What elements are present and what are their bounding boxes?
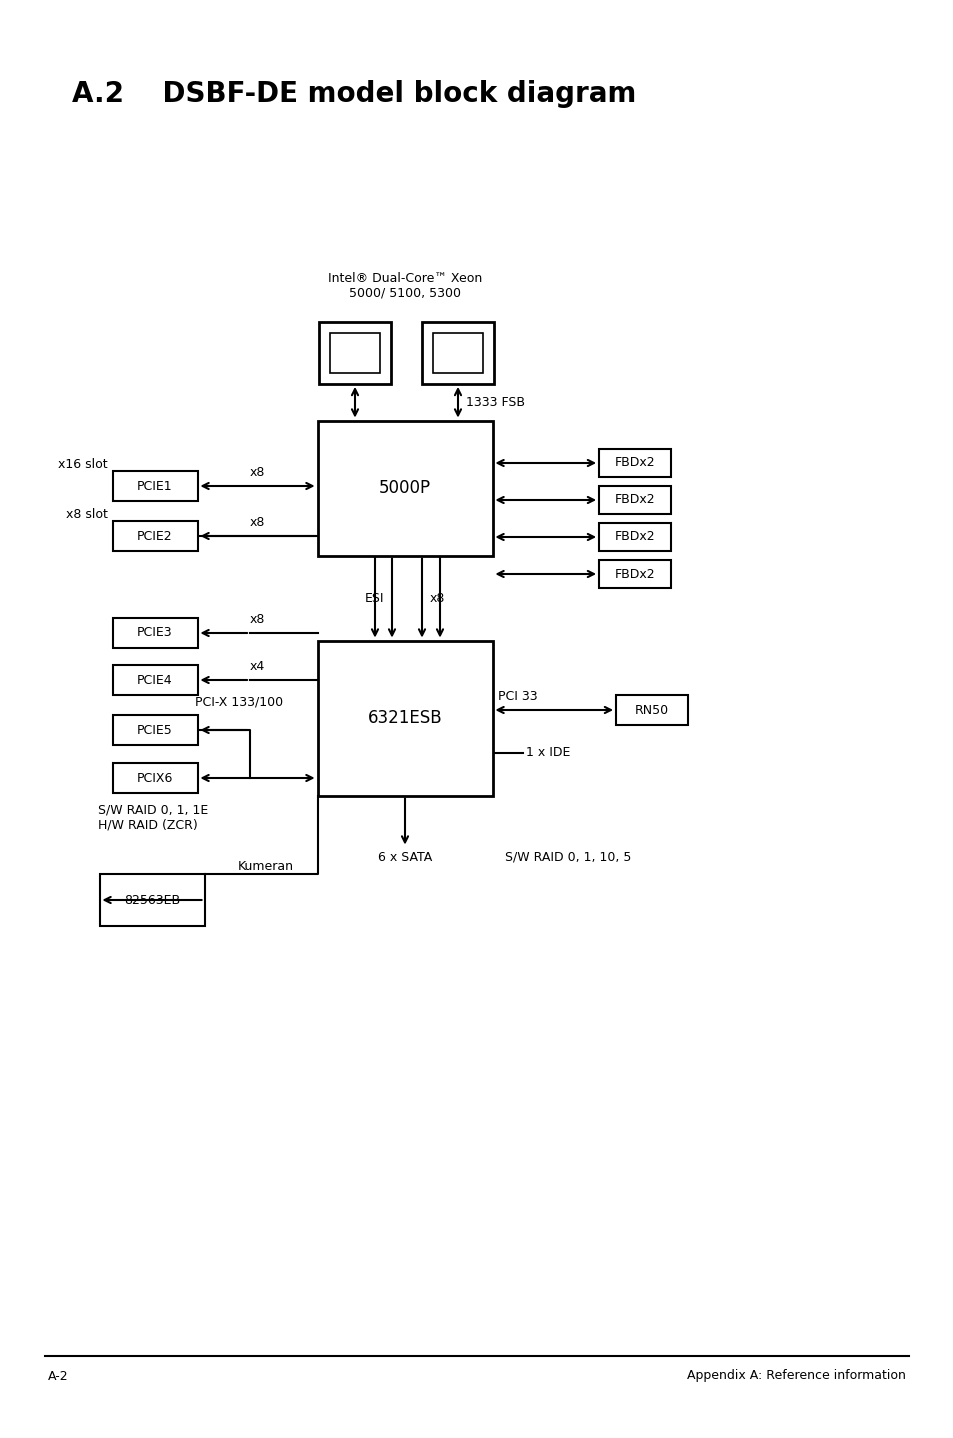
Text: 6 x SATA: 6 x SATA [377, 851, 432, 864]
Bar [112, 472, 197, 500]
Bar [112, 521, 197, 551]
Bar [598, 486, 670, 513]
Bar [112, 664, 197, 695]
Bar [317, 420, 492, 555]
Bar [598, 559, 670, 588]
Text: FBDx2: FBDx2 [614, 568, 655, 581]
Text: x16 slot: x16 slot [58, 457, 108, 470]
Text: A-2: A-2 [48, 1369, 69, 1382]
Bar [112, 715, 197, 745]
Text: x8: x8 [250, 614, 265, 627]
Bar [433, 334, 482, 372]
Text: 1 x IDE: 1 x IDE [525, 746, 569, 759]
Text: PCIE1: PCIE1 [137, 479, 172, 492]
Text: Kumeran: Kumeran [237, 860, 294, 873]
Bar [112, 764, 197, 792]
Bar [616, 695, 687, 725]
Text: A.2    DSBF-DE model block diagram: A.2 DSBF-DE model block diagram [71, 81, 636, 108]
Text: x8: x8 [250, 466, 265, 479]
Text: PCIE5: PCIE5 [137, 723, 172, 736]
Text: FBDx2: FBDx2 [614, 456, 655, 469]
Text: x8: x8 [430, 591, 445, 604]
Bar [598, 523, 670, 551]
Text: ESI: ESI [364, 591, 384, 604]
Text: 5000P: 5000P [378, 479, 431, 498]
Text: S/W RAID 0, 1, 1E
H/W RAID (ZCR): S/W RAID 0, 1, 1E H/W RAID (ZCR) [98, 804, 208, 831]
Text: PCIE4: PCIE4 [137, 673, 172, 686]
Text: x8 slot: x8 slot [66, 508, 108, 521]
Text: Intel® Dual-Core™ Xeon
5000/ 5100, 5300: Intel® Dual-Core™ Xeon 5000/ 5100, 5300 [328, 272, 481, 301]
Text: 6321ESB: 6321ESB [367, 709, 442, 728]
Text: FBDx2: FBDx2 [614, 531, 655, 544]
Bar [598, 449, 670, 477]
Text: PCIE2: PCIE2 [137, 529, 172, 542]
Text: RN50: RN50 [635, 703, 668, 716]
Bar [112, 618, 197, 649]
Text: 1333 FSB: 1333 FSB [465, 395, 524, 408]
Text: FBDx2: FBDx2 [614, 493, 655, 506]
Text: PCI-X 133/100: PCI-X 133/100 [194, 696, 283, 709]
Bar [421, 322, 494, 384]
Text: 82563EB: 82563EB [124, 893, 180, 906]
Text: S/W RAID 0, 1, 10, 5: S/W RAID 0, 1, 10, 5 [504, 851, 631, 864]
Text: x4: x4 [250, 660, 265, 673]
Text: PCIE3: PCIE3 [137, 627, 172, 640]
Bar [330, 334, 379, 372]
Text: Appendix A: Reference information: Appendix A: Reference information [686, 1369, 905, 1382]
Text: PCI 33: PCI 33 [498, 690, 537, 703]
Bar [317, 640, 492, 795]
Bar [318, 322, 391, 384]
Bar [99, 874, 204, 926]
Text: PCIX6: PCIX6 [136, 772, 173, 785]
Text: x8: x8 [250, 516, 265, 529]
